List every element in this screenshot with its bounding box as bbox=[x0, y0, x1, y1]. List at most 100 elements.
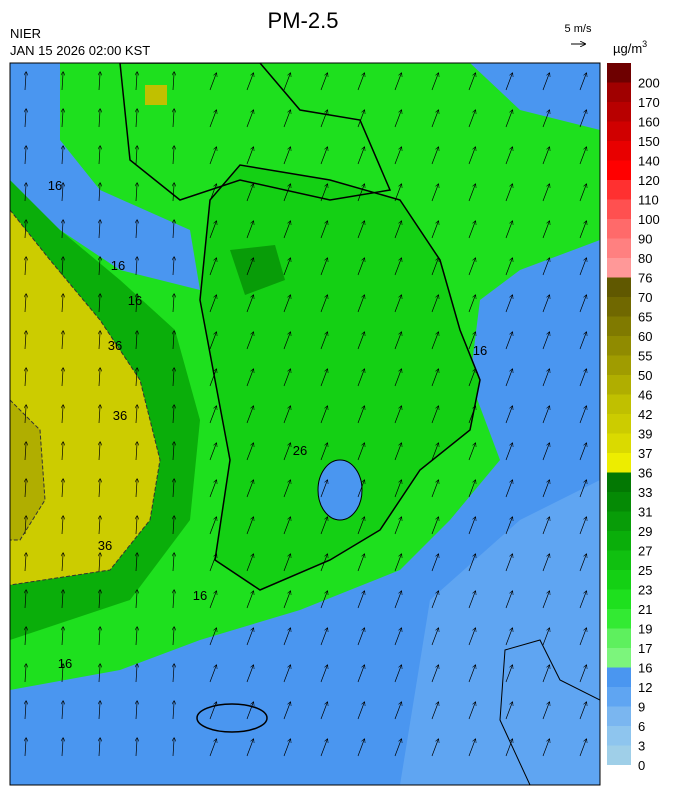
colorbar-label: 170 bbox=[638, 95, 660, 110]
wind-arrow bbox=[542, 147, 549, 165]
wind-arrow bbox=[320, 739, 327, 757]
wind-arrow bbox=[505, 591, 512, 609]
wind-arrow bbox=[173, 146, 174, 165]
contour-label: 16 bbox=[128, 293, 142, 308]
wind-arrow bbox=[468, 258, 475, 276]
wind-arrow bbox=[431, 628, 438, 646]
wind-arrow bbox=[99, 331, 100, 350]
wind-arrow bbox=[136, 368, 137, 387]
wind-arrow bbox=[99, 220, 100, 239]
inland-clean bbox=[317, 459, 363, 521]
wind-arrow bbox=[579, 110, 586, 128]
wind-arrow bbox=[99, 701, 100, 720]
contour-label: 16 bbox=[58, 656, 72, 671]
unit-power: 3 bbox=[642, 39, 647, 49]
wind-arrow bbox=[209, 739, 216, 757]
wind-arrow bbox=[173, 553, 174, 572]
wind-arrow bbox=[320, 369, 327, 387]
wind-arrow bbox=[394, 443, 401, 461]
wind-arrow bbox=[99, 442, 100, 461]
wind-arrow bbox=[246, 554, 253, 572]
wind-arrow bbox=[468, 591, 475, 609]
colorbar-segment bbox=[607, 433, 631, 453]
wind-arrow bbox=[394, 591, 401, 609]
wind-arrow bbox=[209, 184, 216, 202]
colorbar-label: 80 bbox=[638, 251, 652, 266]
yellow-area bbox=[10, 209, 161, 586]
wind-arrow bbox=[246, 295, 253, 313]
wind-arrow bbox=[542, 332, 549, 350]
wind-arrow bbox=[25, 109, 26, 128]
colorbar-segment bbox=[607, 297, 631, 317]
wind-arrow bbox=[357, 554, 364, 572]
wind-arrow bbox=[357, 295, 364, 313]
wind-arrow bbox=[579, 443, 586, 461]
wind-arrow bbox=[173, 72, 174, 91]
wind-arrow bbox=[246, 591, 253, 609]
wind-arrow bbox=[25, 368, 26, 387]
wind-arrow bbox=[25, 590, 26, 609]
colorbar-segment bbox=[607, 375, 631, 395]
wind-arrow bbox=[505, 73, 512, 91]
colorbar-label: 100 bbox=[638, 212, 660, 227]
wind-arrow bbox=[209, 554, 216, 572]
wind-arrow bbox=[357, 702, 364, 720]
colorbar-label: 6 bbox=[638, 719, 645, 734]
wind-arrow bbox=[246, 628, 253, 646]
unit: µg/m3 bbox=[613, 39, 647, 56]
colorbar-label: 46 bbox=[638, 388, 652, 403]
wind-arrow bbox=[173, 479, 174, 498]
wind-arrow bbox=[283, 628, 290, 646]
wind-arrow bbox=[209, 702, 216, 720]
wind-arrow bbox=[246, 739, 253, 757]
wind-arrow bbox=[505, 480, 512, 498]
wind-arrow bbox=[468, 628, 475, 646]
wind-arrow bbox=[357, 73, 364, 91]
wind-arrow bbox=[246, 184, 253, 202]
wind-arrow bbox=[283, 591, 290, 609]
wind-arrow bbox=[62, 664, 63, 683]
wind-arrow bbox=[468, 73, 475, 91]
wind-arrow bbox=[579, 517, 586, 535]
wind-arrow bbox=[320, 147, 327, 165]
colorbar-label: 33 bbox=[638, 485, 652, 500]
wind-arrow bbox=[136, 738, 137, 757]
contour-label: 36 bbox=[108, 338, 122, 353]
wind-arrow bbox=[542, 369, 549, 387]
wind-arrow bbox=[99, 109, 100, 128]
wind-arrow bbox=[579, 702, 586, 720]
wind-arrow bbox=[25, 331, 26, 350]
wind-arrow bbox=[62, 405, 63, 424]
wind-arrow bbox=[209, 480, 216, 498]
wind-arrow bbox=[25, 664, 26, 683]
wind-arrow bbox=[320, 517, 327, 535]
wind-arrow bbox=[468, 147, 475, 165]
wind-arrow bbox=[136, 701, 137, 720]
colorbar-label: 36 bbox=[638, 466, 652, 481]
colorbar-segment bbox=[607, 180, 631, 200]
colorbar-segment bbox=[607, 472, 631, 492]
wind-arrow bbox=[505, 554, 512, 572]
wind-arrow bbox=[136, 405, 137, 424]
wind-arrow bbox=[394, 665, 401, 683]
wind-arrow bbox=[25, 405, 26, 424]
wind-arrow bbox=[246, 406, 253, 424]
wind-arrow bbox=[579, 739, 586, 757]
wind-arrow bbox=[431, 369, 438, 387]
colorbar-segment bbox=[607, 726, 631, 746]
wind-arrow bbox=[505, 110, 512, 128]
wind-arrow bbox=[246, 258, 253, 276]
wind-arrow bbox=[505, 184, 512, 202]
wind-arrow bbox=[542, 665, 549, 683]
wind-arrow bbox=[173, 331, 174, 350]
colorbar-label: 110 bbox=[638, 193, 659, 208]
wind-arrow bbox=[394, 739, 401, 757]
colorbar-segment bbox=[607, 199, 631, 219]
wind-arrow bbox=[136, 72, 137, 91]
wind-arrow bbox=[320, 702, 327, 720]
wind-arrow bbox=[579, 591, 586, 609]
map: 16 16 16 36 36 36 16 16 16 26 bbox=[10, 63, 600, 785]
colorbar-label: 23 bbox=[638, 583, 652, 598]
wind-arrow bbox=[357, 628, 364, 646]
colorbar-label: 37 bbox=[638, 446, 652, 461]
